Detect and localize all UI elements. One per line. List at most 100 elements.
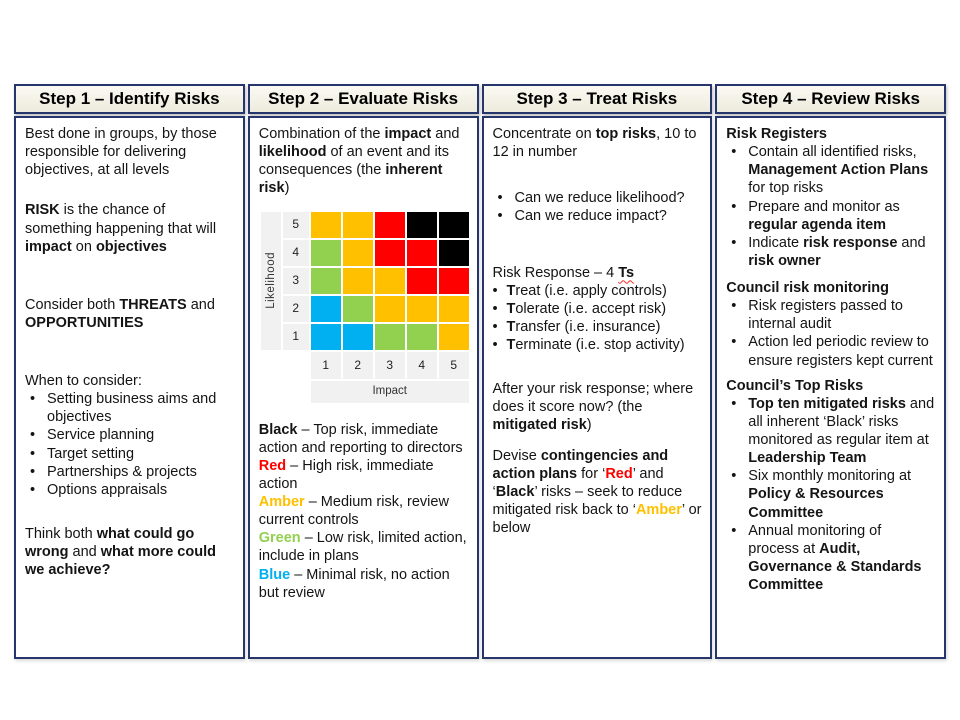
bullet-icon: • (731, 334, 737, 351)
text-paragraph: Risk Registers (726, 125, 936, 143)
text-paragraph: Council risk monitoring (726, 279, 936, 297)
bullet-text: Terminate (i.e. stop activity) (507, 336, 703, 354)
step-1-body: Best done in groups, by those responsibl… (14, 116, 245, 659)
bullet-item: • Terminate (i.e. stop activity) (493, 336, 703, 354)
matrix-cell-black (406, 211, 437, 238)
matrix-cell-red (406, 239, 437, 266)
bullet-item: • Can we reduce likelihood? (493, 189, 703, 207)
text-segment: Options appraisals (47, 481, 168, 498)
matrix-cell-amber (374, 295, 405, 322)
step-4-body: Risk Registers • Contain all identified ri… (715, 116, 946, 659)
matrix-cell-blue (310, 323, 341, 350)
text-paragraph: Blue – Minimal risk, no action but revie… (259, 566, 469, 602)
step-2-title: Step 2 – Evaluate Risks (268, 89, 459, 108)
bullet-text: Service planning (47, 426, 235, 444)
text-segment: T (506, 318, 516, 335)
bullet-icon: • (731, 522, 737, 539)
bullet-text: Can we reduce impact? (515, 207, 703, 225)
text-segment: Red (605, 465, 633, 482)
text-segment: likelihood (258, 144, 327, 161)
text-segment: and (186, 296, 215, 313)
text-segment: erminate (i.e. stop activity) (515, 337, 685, 353)
bullet-list: • Contain all identified risks, Managemen… (726, 143, 936, 270)
text-segment: impact (384, 126, 432, 142)
step-1-column: Step 1 – Identify Risks Best done in gro… (14, 84, 245, 659)
matrix-row-label: 1 (282, 323, 309, 350)
step-4-column: Step 4 – Review Risks Risk Registers • Con… (715, 84, 946, 659)
matrix-y-axis-label: Likelihood (260, 211, 281, 350)
bullet-text: Target setting (47, 445, 235, 463)
text-segment: Council’s Top Risks (726, 377, 864, 394)
step-3-header: Step 3 – Treat Risks (481, 84, 713, 114)
text-segment: Best done in groups, by those responsibl… (25, 126, 217, 179)
matrix-cell-green (310, 239, 341, 266)
text-segment: Amber (635, 501, 682, 518)
text-segment: and (431, 126, 460, 142)
text-segment: risk owner (748, 252, 821, 269)
bullet-item: • Six monthly monitoring at Policy & Reso… (726, 467, 936, 521)
text-paragraph: Best done in groups, by those responsibl… (25, 125, 235, 179)
bullet-item: • Risk registers passed to internal audit (726, 297, 936, 333)
text-segment: on (71, 238, 96, 255)
text-paragraph: Concentrate on top risks, 10 to 12 in nu… (493, 125, 703, 161)
matrix-cell-red (374, 239, 405, 266)
step-4-title: Step 4 – Review Risks (741, 89, 920, 108)
text-segment: risk response (803, 234, 898, 251)
text-segment: Audit, Governance & Standards Committee (748, 540, 922, 593)
bullet-icon: • (492, 337, 498, 353)
bullet-icon: • (30, 481, 36, 498)
bullet-item: • Contain all identified risks, Managemen… (726, 143, 936, 197)
matrix-x-axis-label: Impact (310, 380, 469, 403)
text-paragraph: When to consider: (25, 372, 235, 390)
text-segment: what more could we achieve? (25, 544, 216, 579)
text-segment: Service planning (47, 427, 155, 444)
text-segment: Council risk monitoring (726, 280, 889, 296)
matrix-row-label: 5 (282, 211, 309, 238)
bullet-text: Setting business aims and objectives (47, 390, 235, 426)
step-2-header: Step 2 – Evaluate Risks (247, 84, 479, 114)
text-paragraph: RISK is the chance of something happenin… (25, 201, 235, 255)
text-segment: Target setting (47, 445, 135, 462)
matrix-col-label: 1 (310, 351, 341, 379)
text-segment: mitigated risk (492, 417, 587, 434)
bullet-item: • Service planning (25, 426, 235, 444)
matrix-y-axis-text: Likelihood (264, 252, 277, 309)
bullet-list: • Treat (i.e. apply controls) • Tolerate (i… (493, 282, 703, 355)
text-segment: Setting business aims and objectives (47, 391, 217, 426)
text-segment: Can we reduce impact? (514, 208, 667, 225)
text-segment: Consider both (25, 296, 120, 313)
matrix-cell-green (342, 295, 373, 322)
text-segment: Management Action Plans (748, 162, 929, 179)
bullet-icon: • (731, 234, 737, 251)
text-segment: Blue (258, 566, 291, 583)
bullet-text: Risk registers passed to internal audit (748, 297, 936, 333)
text-segment: THREATS (119, 296, 187, 313)
matrix-cell-red (374, 211, 405, 238)
step-1-header: Step 1 – Identify Risks (14, 84, 245, 114)
bullet-icon: • (492, 300, 498, 317)
step-2-column: Step 2 – Evaluate Risks Combination of t… (247, 84, 479, 659)
bullet-icon: • (30, 427, 36, 444)
bullet-list: • Setting business aims and objectives • Se… (25, 390, 235, 499)
bullet-item: • Treat (i.e. apply controls) (493, 282, 703, 300)
text-segment: ’ and ‘ (492, 465, 664, 500)
matrix-col-label: 5 (438, 351, 469, 379)
bullet-icon: • (30, 463, 36, 480)
text-segment: Risk Registers (726, 126, 827, 142)
text-segment: for ‘ (577, 465, 606, 482)
text-segment: Annual monitoring of process at (748, 522, 882, 557)
text-segment: ransfer (i.e. insurance) (515, 318, 661, 335)
step-3-title: Step 3 – Treat Risks (516, 89, 678, 108)
text-segment: – Minimal risk, no action but review (258, 566, 450, 601)
text-segment: T (506, 337, 516, 353)
matrix-cell-red (406, 267, 437, 294)
step-3-body: Concentrate on top risks, 10 to 12 in nu… (481, 116, 713, 659)
text-segment: reat (i.e. apply controls) (515, 282, 667, 299)
bullet-icon: • (731, 298, 737, 315)
bullet-item: • Transfer (i.e. insurance) (493, 318, 703, 336)
text-segment: Ts (618, 264, 635, 281)
text-segment: Policy & Resources Committee (748, 486, 884, 521)
bullet-icon: • (731, 198, 737, 215)
text-segment: – High risk, immediate action (258, 457, 434, 492)
